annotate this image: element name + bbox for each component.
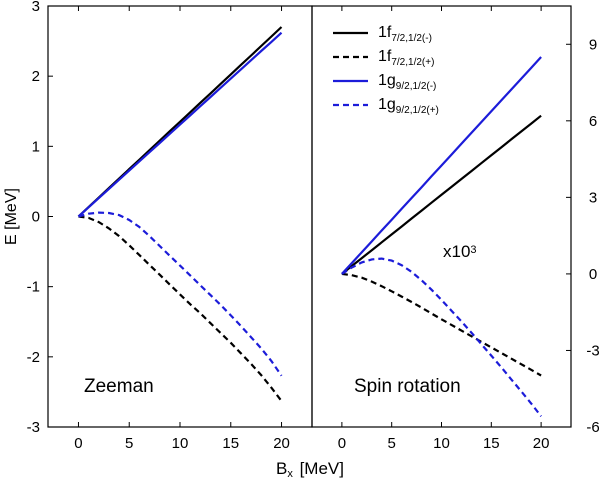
x-tick-label: 20	[273, 435, 290, 452]
x-tick-label: 0	[74, 435, 82, 452]
series-line-spin-rotation-2	[341, 56, 542, 275]
series-line-zeeman-3	[78, 211, 283, 377]
y-tick-label: 2	[32, 68, 40, 85]
y-axis-label: E [MeV]	[3, 188, 20, 245]
x-axis-label: Bx [MeV]	[276, 459, 344, 480]
x-tick-label: 15	[483, 435, 500, 452]
legend-entry-2: 1g9/2,1/2(-)	[378, 72, 436, 92]
y-tick-label: 3	[32, 0, 40, 15]
y-tick-label: -6	[586, 419, 599, 436]
x-tick-label: 5	[388, 435, 396, 452]
y-tick-label: -3	[27, 419, 40, 436]
x-tick-label: 20	[533, 435, 550, 452]
y-tick-label: -3	[586, 342, 599, 359]
axis-ticks: 0 5 10 15 20 -3 -2 -1 0 1 2 3 0 5 10 15 20 -6 -3 0 3 6 9	[27, 0, 599, 452]
y-tick-label: -2	[27, 349, 40, 366]
y-tick-label: 9	[589, 36, 597, 53]
x-tick-label: 10	[433, 435, 450, 452]
y-tick-label: 3	[589, 189, 597, 206]
legend-entry-3: 1g9/2,1/2(+)	[378, 96, 439, 116]
axis-labels: Zeeman Spin rotation E [MeV] Bx [MeV] x103	[3, 188, 477, 480]
x-tick-label: 0	[338, 435, 346, 452]
legend: 1f7/2,1/2(-) 1f7/2,1/2(+) 1g9/2,1/2(-) 1g9/…	[333, 24, 439, 116]
panel-annotation-spin-rotation: Spin rotation	[354, 376, 461, 397]
y-tick-label: 1	[32, 138, 40, 155]
y-tick-label: 0	[32, 209, 40, 226]
series-line-spin-rotation-0	[341, 114, 542, 275]
scale-factor-label: x103	[443, 242, 477, 261]
x-tick-label: 5	[125, 435, 133, 452]
x-tick-label: 15	[222, 435, 239, 452]
series-line-zeeman-1	[78, 215, 283, 402]
panel-annotation-zeeman: Zeeman	[84, 376, 154, 397]
legend-entry-0: 1f7/2,1/2(-)	[378, 24, 432, 44]
series-line-zeeman-2	[77, 31, 283, 218]
y-tick-label: -1	[27, 279, 40, 296]
x-tick-label: 10	[172, 435, 189, 452]
legend-entry-1: 1f7/2,1/2(+)	[378, 48, 434, 68]
y-tick-label: 0	[589, 266, 597, 283]
y-tick-label: 6	[589, 113, 597, 130]
plot-area	[77, 26, 542, 417]
series-line-spin-rotation-1	[341, 272, 542, 377]
